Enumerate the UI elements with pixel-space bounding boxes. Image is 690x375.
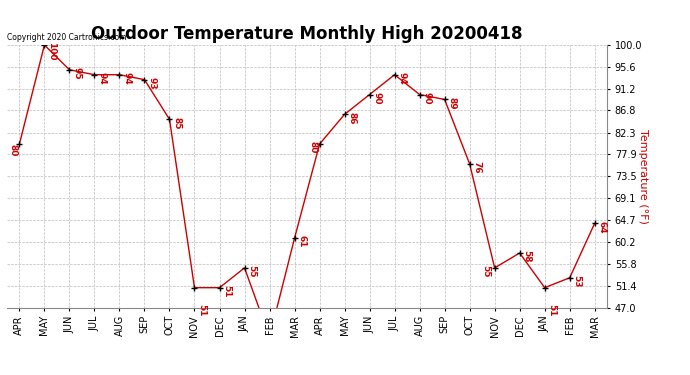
- Text: 51: 51: [197, 304, 206, 317]
- Text: 95: 95: [72, 67, 81, 80]
- Text: 94: 94: [122, 72, 131, 85]
- Text: 41: 41: [0, 374, 1, 375]
- Text: 93: 93: [147, 77, 156, 90]
- Title: Outdoor Temperature Monthly High 20200418: Outdoor Temperature Monthly High 2020041…: [91, 26, 523, 44]
- Text: 94: 94: [397, 72, 406, 85]
- Text: 80: 80: [8, 144, 17, 156]
- Text: 51: 51: [547, 304, 556, 317]
- Text: 53: 53: [573, 275, 582, 288]
- Text: 90: 90: [422, 92, 431, 104]
- Y-axis label: Temperature (°F): Temperature (°F): [638, 129, 648, 224]
- Text: 86: 86: [347, 111, 356, 124]
- Text: 51: 51: [222, 285, 231, 297]
- Text: 61: 61: [297, 236, 306, 248]
- Text: 76: 76: [473, 161, 482, 174]
- Text: 89: 89: [447, 97, 456, 109]
- Text: Copyright 2020 Cartronics.com: Copyright 2020 Cartronics.com: [7, 33, 126, 42]
- Text: 58: 58: [522, 250, 531, 263]
- Text: 80: 80: [308, 141, 317, 154]
- Text: 90: 90: [373, 92, 382, 104]
- Text: 55: 55: [481, 265, 490, 278]
- Text: 85: 85: [172, 117, 181, 129]
- Text: 64: 64: [598, 220, 607, 233]
- Text: 94: 94: [97, 72, 106, 85]
- Text: 100: 100: [47, 42, 56, 61]
- Text: 55: 55: [247, 265, 256, 278]
